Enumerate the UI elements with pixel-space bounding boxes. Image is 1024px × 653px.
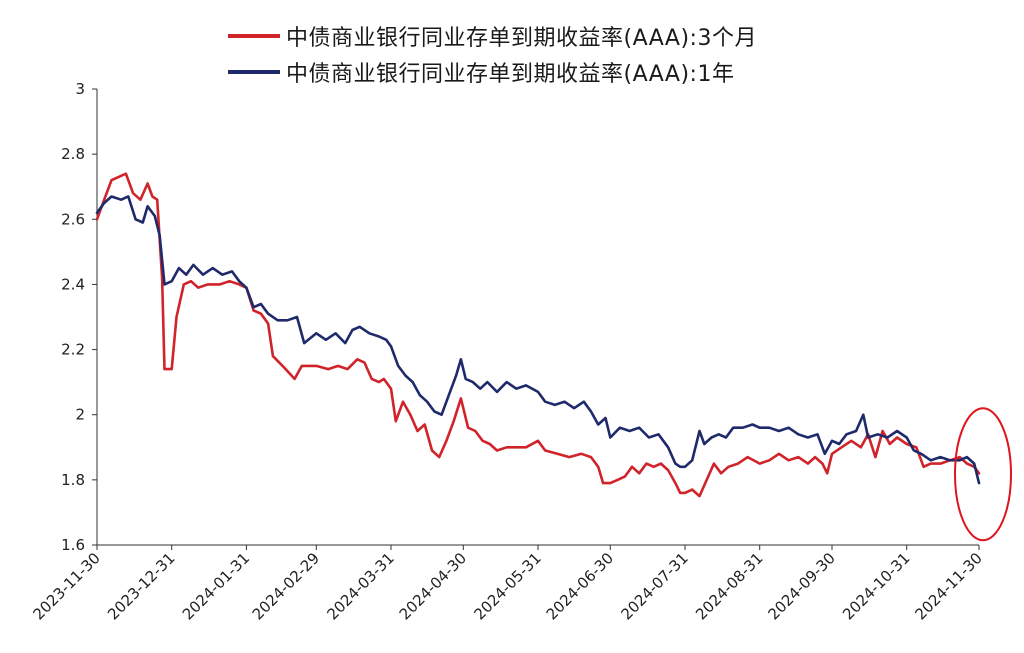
x-tick-label: 2024-05-31	[470, 549, 544, 623]
x-tick-label: 2024-01-31	[179, 549, 253, 623]
legend-swatch-1y	[228, 70, 280, 74]
x-tick-label: 2024-07-31	[617, 549, 691, 623]
y-tick-label: 3	[75, 80, 85, 98]
y-tick-label: 2	[75, 406, 85, 424]
x-tick-label: 2024-02-29	[249, 549, 323, 623]
y-axis: 3 2.8 2.6 2.4 2.2 2 1.8 1.6	[61, 80, 98, 554]
series-line-1y	[95, 195, 981, 485]
highlight-ellipse	[954, 407, 1012, 542]
y-tick-label: 2.4	[61, 275, 85, 293]
x-tick-label: 2023-12-31	[104, 549, 178, 623]
y-tick-label: 2.8	[61, 145, 85, 163]
x-tick-label: 2024-03-31	[323, 549, 397, 623]
legend: 中债商业银行同业存单到期收益率(AAA):3个月 中债商业银行同业存单到期收益率…	[228, 18, 757, 90]
y-tick-label: 1.8	[61, 471, 85, 489]
y-tick-label: 2.6	[61, 210, 85, 228]
x-tick-label: 2024-09-30	[764, 549, 838, 623]
x-tick-label: 2024-04-30	[396, 549, 470, 623]
annotations	[954, 407, 1012, 542]
x-tick-label: 2023-11-30	[29, 549, 103, 623]
x-tick-label: 2024-10-31	[839, 549, 913, 623]
legend-label-3m: 中债商业银行同业存单到期收益率(AAA):3个月	[286, 26, 757, 51]
legend-label-1y: 中债商业银行同业存单到期收益率(AAA):1年	[286, 62, 735, 87]
legend-entry-1y: 中债商业银行同业存单到期收益率(AAA):1年	[228, 54, 757, 90]
x-tick-label: 2024-06-30	[543, 549, 617, 623]
x-tick-label: 2024-11-30	[911, 549, 985, 623]
x-axis: 2023-11-30 2023-12-31 2024-01-312024-02-29…	[29, 544, 986, 623]
series-line-3m	[95, 172, 981, 498]
y-tick-label: 2.2	[61, 341, 85, 359]
y-tick-label: 1.6	[61, 536, 85, 554]
legend-swatch-3m	[228, 34, 280, 38]
x-tick-label: 2024-08-31	[692, 549, 766, 623]
series-lines	[95, 172, 981, 498]
legend-entry-3m: 中债商业银行同业存单到期收益率(AAA):3个月	[228, 18, 757, 54]
